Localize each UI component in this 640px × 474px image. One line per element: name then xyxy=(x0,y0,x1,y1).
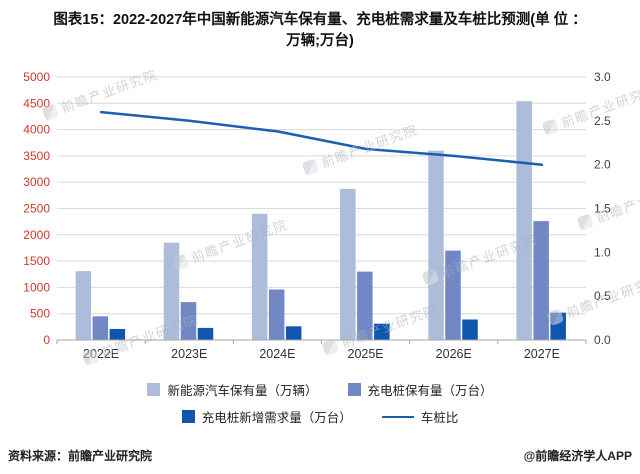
bar-2022E-s0 xyxy=(75,271,92,341)
svg-text:0.5: 0.5 xyxy=(594,289,611,303)
chart-title: 图表15：2022-2027年中国新能源汽车保有量、充电桩需求量及车桩比预测(单… xyxy=(0,0,640,52)
legend-label-vehicle-pile-ratio: 车桩比 xyxy=(420,411,459,426)
bar-2026E-s0 xyxy=(428,150,444,341)
svg-text:4500: 4500 xyxy=(23,96,50,110)
svg-text:2.0: 2.0 xyxy=(594,158,611,172)
bar-2023E-s0 xyxy=(163,242,180,341)
svg-text:1.0: 1.0 xyxy=(594,245,611,259)
svg-text:0: 0 xyxy=(43,333,50,347)
svg-text:2026E: 2026E xyxy=(436,347,472,361)
bar-2023E-s1 xyxy=(180,302,197,341)
legend-item-vehicle-pile-ratio: 车桩比 xyxy=(381,407,459,426)
legend-label-pile-stock: 充电桩保有量（万台） xyxy=(367,384,493,399)
bar-2023E-s2 xyxy=(197,327,214,341)
legend: 新能源汽车保有量（万辆） 充电桩保有量（万台） 充电桩新增需求量（万台） 车桩比 xyxy=(0,380,640,426)
bar-2025E-s1 xyxy=(357,271,373,341)
plot-area: 0 500 1000 1500 2000 2500 3000 3500 4000 4500 5000… xyxy=(0,54,640,366)
svg-text:3000: 3000 xyxy=(23,175,50,189)
brand-note: @前瞻经济学人APP xyxy=(523,449,632,463)
legend-line-swatch-vehicle-pile-ratio xyxy=(381,415,414,418)
svg-text:3500: 3500 xyxy=(23,149,50,163)
svg-text:2023E: 2023E xyxy=(171,347,207,361)
source-note: 资料来源：前瞻产业研究院 xyxy=(8,449,153,463)
chart-canvas: 0 500 1000 1500 2000 2500 3000 3500 4000 4500 5000… xyxy=(23,70,611,361)
svg-text:1000: 1000 xyxy=(23,280,50,294)
svg-text:2500: 2500 xyxy=(23,202,50,216)
legend-swatch-nev-fleet xyxy=(147,383,161,397)
legend-label-nev-fleet: 新能源汽车保有量（万辆） xyxy=(167,384,318,399)
bar-2027E-s2 xyxy=(550,312,566,341)
bar-2024E-s0 xyxy=(251,213,268,341)
svg-text:2024E: 2024E xyxy=(259,347,295,361)
chart-title-line2: 万辆;万台) xyxy=(286,33,354,50)
svg-text:2027E: 2027E xyxy=(524,347,560,361)
legend-row-1: 新能源汽车保有量（万辆） 充电桩保有量（万台） xyxy=(147,380,493,399)
svg-text:5000: 5000 xyxy=(23,70,50,84)
bar-2025E-s0 xyxy=(340,189,356,341)
bar-2027E-s0 xyxy=(516,101,532,341)
ratio-line xyxy=(99,110,544,166)
footer: 资料来源：前瞻产业研究院 @前瞻经济学人APP xyxy=(0,447,640,464)
svg-text:2025E: 2025E xyxy=(348,347,384,361)
bar-2026E-s1 xyxy=(445,250,461,341)
svg-text:4000: 4000 xyxy=(23,123,50,137)
bar-2024E-s2 xyxy=(285,326,302,341)
svg-text:1.5: 1.5 xyxy=(594,202,611,216)
chart-title-line1: 图表15：2022-2027年中国新能源汽车保有量、充电桩需求量及车桩比预测(单… xyxy=(53,12,587,28)
bar-2027E-s1 xyxy=(533,221,549,341)
svg-text:3.0: 3.0 xyxy=(594,70,611,84)
bar-2024E-s1 xyxy=(268,289,285,341)
legend-item-pile-new-demand: 充电桩新增需求量（万台） xyxy=(181,407,352,426)
bar-2022E-s1 xyxy=(92,316,109,341)
svg-text:2.5: 2.5 xyxy=(594,114,611,128)
legend-item-nev-fleet: 新能源汽车保有量（万辆） xyxy=(147,380,318,399)
svg-text:0.0: 0.0 xyxy=(594,333,611,347)
svg-text:1500: 1500 xyxy=(23,254,50,268)
svg-text:2000: 2000 xyxy=(23,228,50,242)
legend-swatch-pile-stock xyxy=(347,383,361,397)
svg-text:500: 500 xyxy=(30,307,50,321)
bar-2022E-s2 xyxy=(109,328,126,341)
bar-2026E-s2 xyxy=(462,319,478,341)
bar-2025E-s2 xyxy=(374,323,390,341)
legend-row-2: 充电桩新增需求量（万台） 车桩比 xyxy=(181,407,459,426)
legend-label-pile-new-demand: 充电桩新增需求量（万台） xyxy=(201,411,352,426)
legend-item-pile-stock: 充电桩保有量（万台） xyxy=(347,380,493,399)
legend-swatch-pile-new-demand xyxy=(181,410,195,424)
svg-text:2022E: 2022E xyxy=(83,347,119,361)
